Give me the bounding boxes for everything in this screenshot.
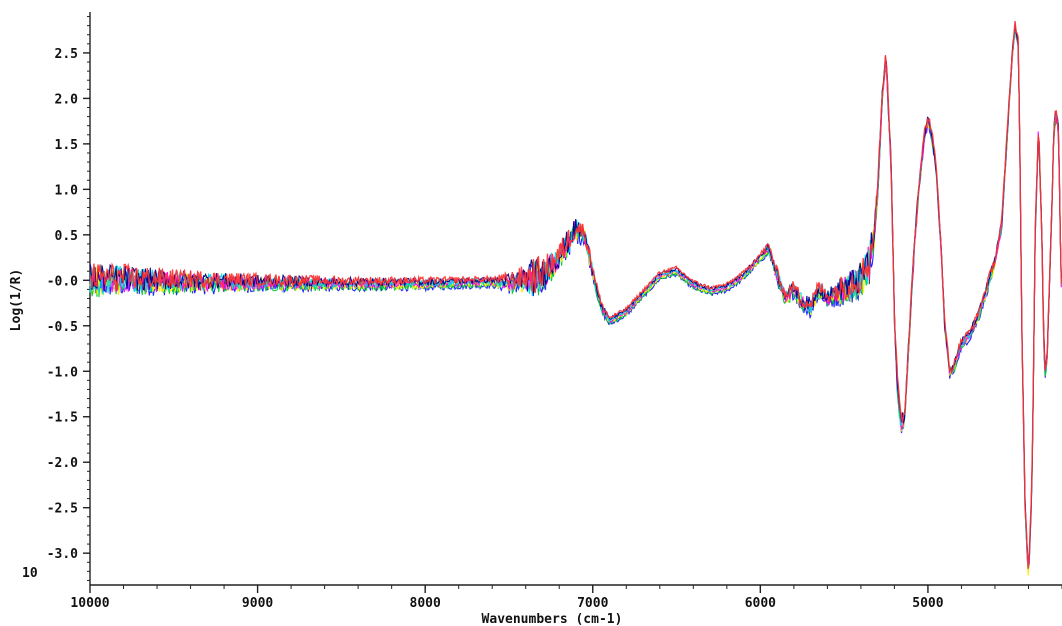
y-tick-label: -1.5 [47,411,78,426]
x-tick-label: 7000 [577,596,608,611]
x-tick-label: 6000 [745,596,776,611]
y-tick-label: -0.5 [47,320,78,335]
y-tick-label: -1.0 [47,365,78,380]
y-axis-title: Log(1/R) [9,269,24,332]
spectrum-series-line [89,27,1062,573]
spectrum-series-line [89,20,1062,569]
spectrum-series-line [89,23,1062,567]
x-axis-title: Wavenumbers (cm-1) [482,612,623,626]
y-tick-label: 2.5 [55,47,78,62]
x-tick-label: 8000 [410,596,441,611]
spectrum-series-line [89,25,1062,563]
x-tick-label: 9000 [242,596,273,611]
y-axis-corner-label: 10 [22,566,38,581]
y-tick-label: 1.0 [55,183,79,198]
tick-labels: 10000 9000 8000 7000 6000 5000 2.5 2.0 1.5 1.0 0.5… [47,47,944,611]
y-tick-label: 0.5 [55,229,78,244]
y-tick-label: -2.5 [47,502,78,517]
axes [83,12,1062,593]
spectrum-series-line [89,27,1062,576]
x-tick-label: 10000 [70,596,109,611]
spectrum-series-line [89,26,1062,568]
y-tick-label: -0.0 [47,274,78,289]
spectrum-series-line [89,25,1062,570]
y-tick-label: -3.0 [47,547,78,562]
x-tick-label: 5000 [912,596,943,611]
plot-area [89,20,1062,576]
y-tick-label: 2.0 [55,92,79,107]
y-tick-label: -2.0 [47,456,78,471]
y-tick-label: 1.5 [55,138,78,153]
